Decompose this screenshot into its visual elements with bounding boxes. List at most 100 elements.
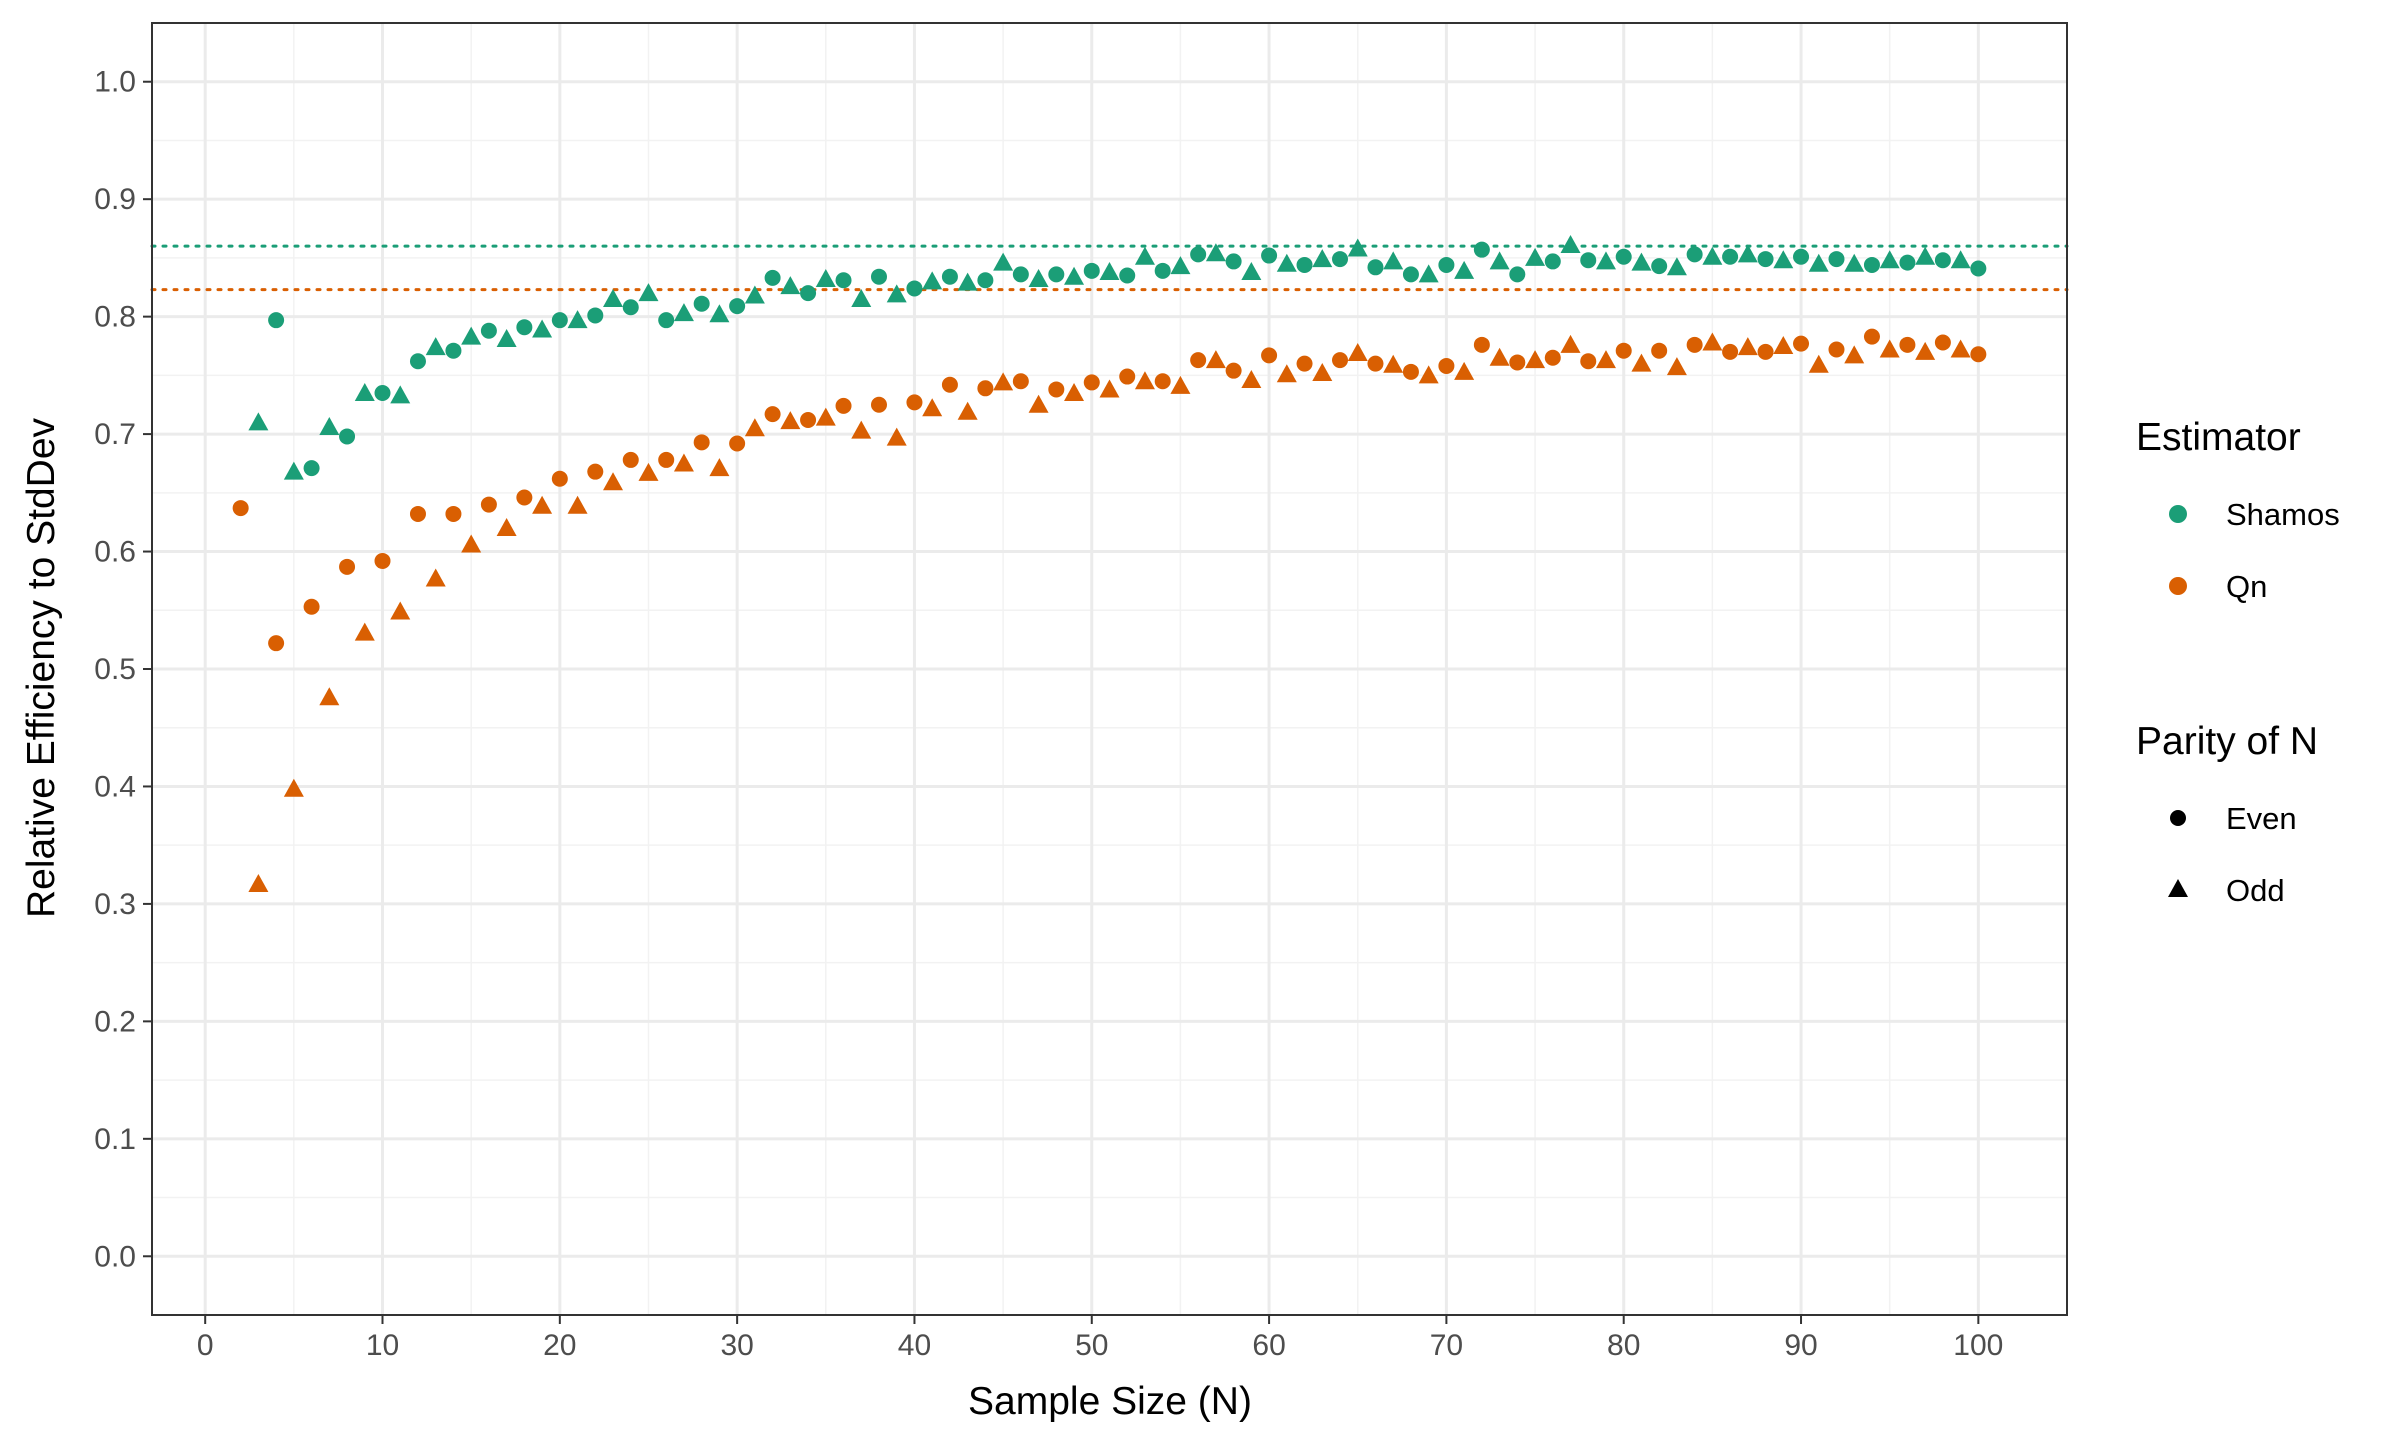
point-qn-odd <box>1170 375 1191 394</box>
point-shamos-odd <box>1631 252 1652 271</box>
point-qn-odd <box>1205 350 1226 369</box>
x-tick-label: 30 <box>720 1329 753 1362</box>
point-qn-even <box>1970 346 1987 363</box>
point-shamos-odd <box>1808 253 1829 272</box>
point-shamos-odd <box>1702 246 1723 265</box>
y-axis: 0.0 0.1 0.2 0.3 0.4 0.5 0.6 0.7 0.8 0.9 1.0 <box>94 66 152 1273</box>
point-qn-odd <box>1844 345 1865 364</box>
y-axis-title: Relative Efficiency to StdDev <box>20 417 63 918</box>
point-qn-odd <box>1737 337 1758 356</box>
point-qn-odd <box>780 411 801 430</box>
point-qn-odd <box>993 372 1014 391</box>
point-shamos-even <box>1863 256 1880 273</box>
point-shamos-even <box>303 460 320 477</box>
point-shamos-even <box>1828 251 1845 268</box>
point-qn-even <box>1012 373 1029 390</box>
point-qn-odd <box>283 778 304 797</box>
point-shamos-even <box>1048 266 1065 283</box>
point-shamos-even <box>1119 267 1136 284</box>
point-shamos-odd <box>1844 253 1865 272</box>
y-tick-label: 0.0 <box>94 1240 136 1273</box>
point-shamos-odd <box>1383 251 1404 270</box>
point-shamos-even <box>1012 266 1029 283</box>
point-qn-odd <box>1276 364 1297 383</box>
point-qn-even <box>693 434 710 451</box>
point-qn-even <box>1686 336 1703 353</box>
point-qn-odd <box>1418 365 1439 384</box>
y-tick-label: 0.2 <box>94 1005 136 1038</box>
point-shamos-even <box>445 342 462 359</box>
point-qn-even <box>1332 352 1349 369</box>
point-qn-even <box>445 505 462 522</box>
point-shamos-odd <box>1347 238 1368 257</box>
point-qn-odd <box>638 462 659 481</box>
point-shamos-odd <box>1064 266 1085 285</box>
point-qn-odd <box>1525 350 1546 369</box>
point-shamos-odd <box>1418 264 1439 283</box>
point-qn-even <box>551 470 568 487</box>
grid-major-lines <box>152 23 2067 1315</box>
point-shamos-odd <box>461 326 482 345</box>
point-shamos-odd <box>709 304 730 323</box>
point-qn-even <box>516 489 533 506</box>
point-qn-odd <box>1454 361 1475 380</box>
legend-title-parity: Parity of N <box>2136 720 2318 763</box>
y-tick-label: 0.1 <box>94 1123 136 1156</box>
point-shamos-odd <box>744 285 765 304</box>
point-qn-even <box>1083 374 1100 391</box>
point-qn-odd <box>709 458 730 477</box>
x-tick-label: 100 <box>1953 1329 2003 1362</box>
point-shamos-odd <box>1454 260 1475 279</box>
point-qn-odd <box>567 495 588 514</box>
point-shamos-even <box>977 272 994 289</box>
point-shamos-even <box>587 307 604 324</box>
point-qn-even <box>835 397 852 414</box>
point-qn-even <box>800 411 817 428</box>
point-shamos-even <box>551 312 568 329</box>
point-qn-odd <box>922 398 943 417</box>
point-qn-odd <box>1950 339 1971 358</box>
point-shamos-odd <box>851 289 872 308</box>
point-shamos-odd <box>1525 247 1546 266</box>
y-tick-label: 0.4 <box>94 770 136 803</box>
point-shamos-even <box>1083 262 1100 279</box>
point-qn-even <box>1296 355 1313 372</box>
legend-label-odd: Odd <box>2226 873 2285 908</box>
point-shamos-even <box>1332 251 1349 268</box>
point-shamos-odd <box>1241 262 1262 281</box>
point-shamos-odd <box>993 252 1014 271</box>
legend-key-qn <box>2169 577 2187 595</box>
point-shamos-even <box>1225 253 1242 270</box>
point-shamos-even <box>1509 266 1526 283</box>
point-shamos-odd <box>886 284 907 303</box>
point-qn-even <box>1473 336 1490 353</box>
point-qn-odd <box>1134 371 1155 390</box>
point-shamos-even <box>1615 248 1632 265</box>
point-shamos-odd <box>283 461 304 480</box>
x-axis-title: Sample Size (N) <box>968 1380 1252 1423</box>
y-tick-label: 0.7 <box>94 418 136 451</box>
point-shamos-odd <box>1950 250 1971 269</box>
point-shamos-even <box>268 312 285 329</box>
point-shamos-even <box>906 280 923 297</box>
point-shamos-odd <box>425 337 446 356</box>
x-tick-label: 0 <box>197 1329 214 1362</box>
point-shamos-odd <box>532 319 553 338</box>
point-shamos-odd <box>673 303 694 322</box>
point-shamos-odd <box>1489 251 1510 270</box>
point-shamos-odd <box>1595 251 1616 270</box>
x-tick-label: 70 <box>1430 1329 1463 1362</box>
point-qn-even <box>1899 336 1916 353</box>
point-shamos-odd <box>1879 250 1900 269</box>
point-shamos-odd <box>922 271 943 290</box>
point-qn-odd <box>603 472 624 491</box>
point-qn-even <box>1828 341 1845 358</box>
point-shamos-even <box>1757 251 1774 268</box>
point-qn-odd <box>957 401 978 420</box>
point-shamos-odd <box>319 417 340 436</box>
point-qn-even <box>1509 354 1526 371</box>
legend: Estimator Shamos Qn Parity of N Even Odd <box>2136 416 2340 908</box>
point-qn-odd <box>1702 332 1723 351</box>
point-shamos-even <box>764 269 781 286</box>
